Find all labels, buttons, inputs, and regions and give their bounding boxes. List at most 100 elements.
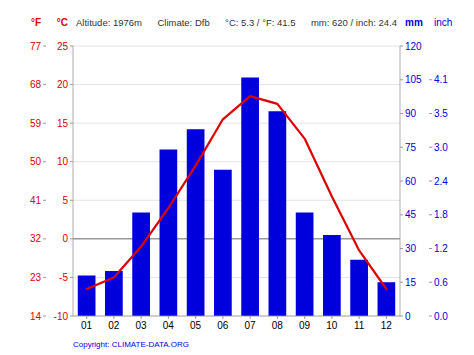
mm-tick <box>400 181 403 182</box>
celsius-tick-label: -10 <box>54 311 69 322</box>
fahrenheit-tick-label: 41 <box>30 195 42 206</box>
temperature-line <box>87 96 387 289</box>
x-tick <box>195 316 196 319</box>
header-text: °C: 5.3 / °F: 41.5 <box>225 17 295 28</box>
fahrenheit-tick <box>43 316 46 317</box>
y-tick <box>70 84 73 85</box>
bar <box>269 111 287 316</box>
inch-tick-label: 3.5 <box>434 108 448 119</box>
inch-tick-label: 0.0 <box>434 311 448 322</box>
x-tick-label: 05 <box>190 320 202 331</box>
fahrenheit-label: °F <box>31 17 41 28</box>
celsius-tick-label: 5 <box>62 195 68 206</box>
x-tick <box>222 316 223 319</box>
x-tick-label: 01 <box>81 320 93 331</box>
header-text: mm: 620 / inch: 24.4 <box>311 17 397 28</box>
x-tick-label: 04 <box>163 320 175 331</box>
celsius-label: °C <box>57 17 68 28</box>
x-tick <box>304 316 305 319</box>
mm-tick-label: 15 <box>405 277 417 288</box>
inch-label: inch <box>434 17 452 28</box>
grid-line <box>73 84 400 85</box>
inch-tick-label: 4.1 <box>434 74 448 85</box>
bar <box>296 213 314 317</box>
fahrenheit-tick-label: 50 <box>30 156 42 167</box>
mm-tick-label: 90 <box>405 108 417 119</box>
fahrenheit-tick <box>43 200 46 201</box>
celsius-tick-label: 25 <box>57 41 69 52</box>
x-tick <box>141 316 142 319</box>
grid-line <box>73 316 400 317</box>
bar <box>241 78 259 317</box>
mm-tick <box>400 248 403 249</box>
inch-tick <box>429 113 432 114</box>
inch-tick <box>429 79 432 80</box>
celsius-tick-label: 0 <box>62 233 68 244</box>
mm-tick-label: 30 <box>405 243 417 254</box>
mm-tick <box>400 282 403 283</box>
mm-tick-label: 45 <box>405 209 417 220</box>
inch-tick <box>429 214 432 215</box>
plot-area <box>78 78 395 317</box>
x-tick <box>168 316 169 319</box>
x-tick-label: 10 <box>326 320 338 331</box>
fahrenheit-tick <box>43 46 46 47</box>
inch-tick-label: 3.0 <box>434 142 448 153</box>
mm-tick <box>400 46 403 47</box>
celsius-tick-label: 20 <box>57 79 69 90</box>
copyright: Copyright: CLIMATE-DATA.ORG <box>73 340 189 349</box>
x-tick <box>250 316 251 319</box>
bar <box>323 235 341 316</box>
x-tick-label: 12 <box>381 320 393 331</box>
bar <box>187 129 205 316</box>
x-tick-label: 11 <box>354 320 365 331</box>
y-tick <box>70 46 73 47</box>
x-tick-label: 07 <box>245 320 257 331</box>
y-tick <box>70 277 73 278</box>
fahrenheit-tick-label: 23 <box>30 272 42 283</box>
mm-tick-label: 75 <box>405 142 417 153</box>
grid-line <box>73 161 400 162</box>
mm-tick <box>400 214 403 215</box>
fahrenheit-tick-label: 14 <box>30 311 42 322</box>
x-tick <box>86 316 87 319</box>
inch-tick <box>429 181 432 182</box>
x-tick <box>359 316 360 319</box>
fahrenheit-tick-label: 77 <box>30 41 42 52</box>
inch-tick-label: 2.4 <box>434 176 448 187</box>
mm-tick <box>400 147 403 148</box>
fahrenheit-tick <box>43 161 46 162</box>
mm-tick <box>400 113 403 114</box>
inch-tick-label: 1.2 <box>434 243 448 254</box>
mm-tick-label: 60 <box>405 176 417 187</box>
mm-tick <box>400 79 403 80</box>
bar <box>78 276 96 317</box>
celsius-tick-label: 15 <box>57 118 69 129</box>
x-axis <box>73 316 400 317</box>
mm-tick-label: 0 <box>405 311 411 322</box>
x-tick-label: 08 <box>272 320 284 331</box>
grid-line <box>73 123 400 124</box>
fahrenheit-tick <box>43 238 46 239</box>
mm-tick-label: 120 <box>405 41 422 52</box>
grid-line <box>73 46 400 47</box>
fahrenheit-tick-label: 32 <box>30 233 42 244</box>
fahrenheit-tick-label: 68 <box>30 79 42 90</box>
y-tick <box>70 161 73 162</box>
bar <box>160 150 178 317</box>
mm-tick-label: 105 <box>405 74 422 85</box>
mm-label: mm <box>405 17 423 28</box>
bar <box>214 170 232 316</box>
grid-line <box>73 200 400 201</box>
chart: 010203040506070809101112-10-505101520251… <box>0 0 474 355</box>
fahrenheit-tick-label: 59 <box>30 118 42 129</box>
x-tick <box>113 316 114 319</box>
inch-tick-label: 0.6 <box>434 277 448 288</box>
inch-tick <box>429 248 432 249</box>
x-tick-label: 06 <box>217 320 229 331</box>
x-tick-label: 02 <box>108 320 120 331</box>
bar <box>132 213 150 317</box>
x-tick <box>331 316 332 319</box>
zero-line <box>73 238 400 239</box>
mm-tick <box>400 316 403 317</box>
